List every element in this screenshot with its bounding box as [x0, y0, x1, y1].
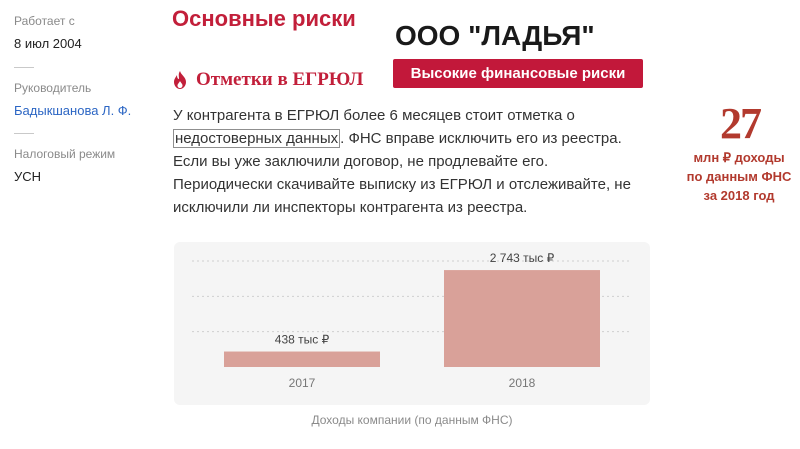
- director-block: Руководитель Бадыкшанова Л. Ф.: [14, 81, 131, 118]
- work-since-label: Работает с: [14, 14, 75, 28]
- chart-x-tick-label: 2017: [289, 376, 316, 390]
- page-title: Основные риски: [172, 6, 356, 31]
- chart-bar-2017: [224, 351, 380, 367]
- tax-regime-block: Налоговый режим УСН: [14, 147, 115, 184]
- chart-data-label: 438 тыс ₽: [275, 333, 330, 347]
- work-since-value: 8 июл 2004: [14, 36, 82, 51]
- stat-caption-line: за 2018 год: [703, 188, 775, 203]
- risk-heading-label: Отметки в ЕГРЮЛ: [196, 69, 364, 90]
- risk-description: У контрагента в ЕГРЮЛ более 6 месяцев ст…: [173, 104, 633, 219]
- tax-regime-value: УСН: [14, 169, 42, 184]
- sidebar-divider: [14, 133, 34, 134]
- tax-regime-label: Налоговый режим: [14, 147, 116, 161]
- director-label: Руководитель: [14, 81, 92, 95]
- chart-data-label: 2 743 тыс ₽: [490, 251, 555, 265]
- high-risk-badge: Высокие финансовые риски: [393, 59, 643, 88]
- revenue-chart-card: 438 тыс ₽ 2017 2 743 тыс ₽ 2018: [174, 242, 650, 405]
- chart-x-tick-label: 2018: [509, 376, 536, 390]
- chart-caption: Доходы компании (по данным ФНС): [311, 413, 513, 427]
- risk-text-start: У контрагента в ЕГРЮЛ более 6 месяцев ст…: [173, 107, 575, 124]
- risk-heading: Отметки в ЕГРЮЛ: [172, 68, 363, 92]
- sidebar-divider: [14, 67, 34, 68]
- company-name-overlay: ООО "ЛАДЬЯ": [393, 12, 651, 60]
- revenue-stat-caption: млн ₽ доходы по данным ФНС за 2018 год: [664, 148, 800, 205]
- stat-caption-line: млн ₽ доходы: [693, 150, 785, 165]
- revenue-chart: 438 тыс ₽ 2017 2 743 тыс ₽ 2018: [192, 251, 632, 390]
- flame-icon: [174, 71, 186, 89]
- unreliable-data-link[interactable]: недостоверных данных: [173, 129, 341, 148]
- risk-text-end: . ФНС вправе исключить его из реестра. Е…: [173, 130, 631, 216]
- chart-bar-2018: [444, 270, 600, 367]
- revenue-stat-value: 27: [720, 99, 762, 148]
- director-link[interactable]: Бадыкшанова Л. Ф.: [14, 103, 132, 118]
- work-since-block: Работает с 8 июл 2004: [14, 14, 82, 51]
- stat-caption-line: по данным ФНС: [686, 169, 792, 184]
